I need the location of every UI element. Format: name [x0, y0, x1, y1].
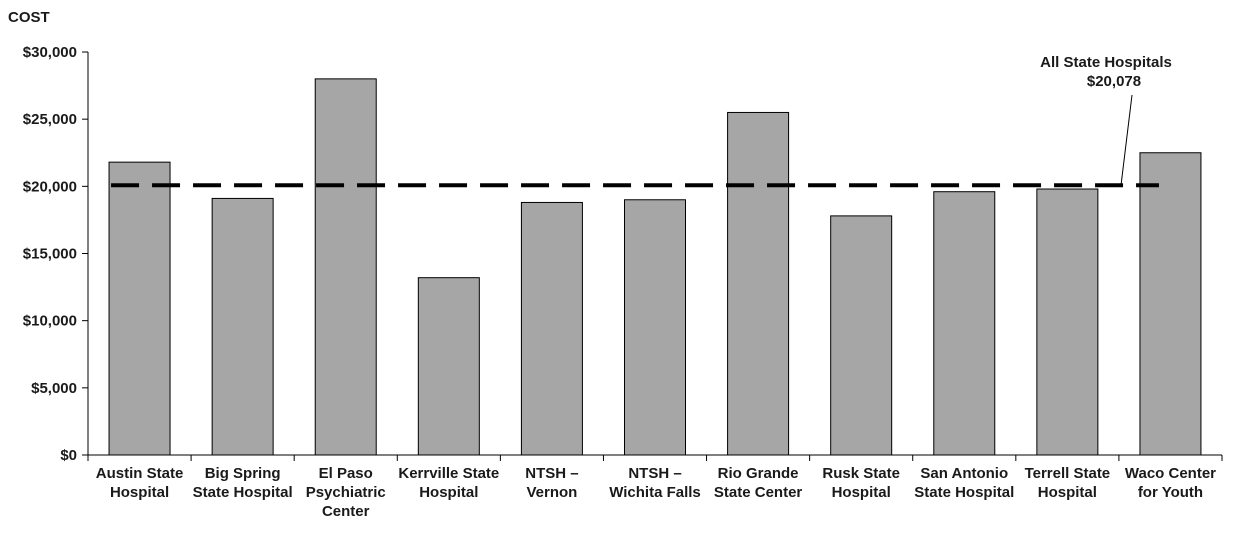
y-tick-label: $5,000: [31, 380, 77, 397]
y-tick-label: $25,000: [23, 111, 77, 128]
x-tick-label: El Paso Psychiatric Center: [306, 465, 386, 520]
bar: [108, 161, 171, 456]
bar: [314, 78, 377, 456]
bars: [108, 78, 1202, 456]
bar: [211, 197, 274, 456]
y-tick-label: $15,000: [23, 246, 77, 263]
reference-line-label: All State Hospitals $20,078: [1040, 54, 1172, 90]
bar: [727, 111, 790, 456]
y-tick-label: $0: [60, 447, 77, 464]
y-axis: $0 $5,000 $10,000 $15,000 $20,000 $25,000 $30,…: [23, 44, 89, 464]
bar: [1036, 188, 1099, 456]
bar: [933, 191, 996, 456]
x-tick-label: Waco Center for Youth: [1125, 465, 1216, 501]
y-tick-label: $10,000: [23, 313, 77, 330]
x-tick-label: NTSH – Vernon: [525, 465, 578, 501]
bar: [417, 277, 480, 456]
bar: [830, 215, 893, 456]
x-tick-label: Terrell State Hospital: [1025, 465, 1111, 501]
y-tick-label: $30,000: [23, 44, 77, 61]
reference-leader-line: [1120, 94, 1133, 186]
x-tick-label: Big Spring State Hospital: [193, 465, 293, 501]
y-axis-label: COST: [8, 9, 50, 26]
y-tick-label: $20,000: [23, 178, 77, 195]
x-tick-label: San Antonio State Hospital: [914, 465, 1014, 501]
x-tick-label: Rio Grande State Center: [714, 465, 803, 501]
x-tick-label: Austin State Hospital: [96, 465, 184, 501]
bar: [1139, 152, 1202, 456]
x-tick-label: Kerrville State Hospital: [398, 465, 499, 501]
reference-line-group: All State Hospitals $20,078: [111, 54, 1172, 188]
bar: [624, 199, 686, 456]
x-tick-label: Rusk State Hospital: [822, 465, 900, 501]
x-tick-label: NTSH – Wichita Falls: [609, 465, 701, 501]
bar: [520, 201, 583, 456]
